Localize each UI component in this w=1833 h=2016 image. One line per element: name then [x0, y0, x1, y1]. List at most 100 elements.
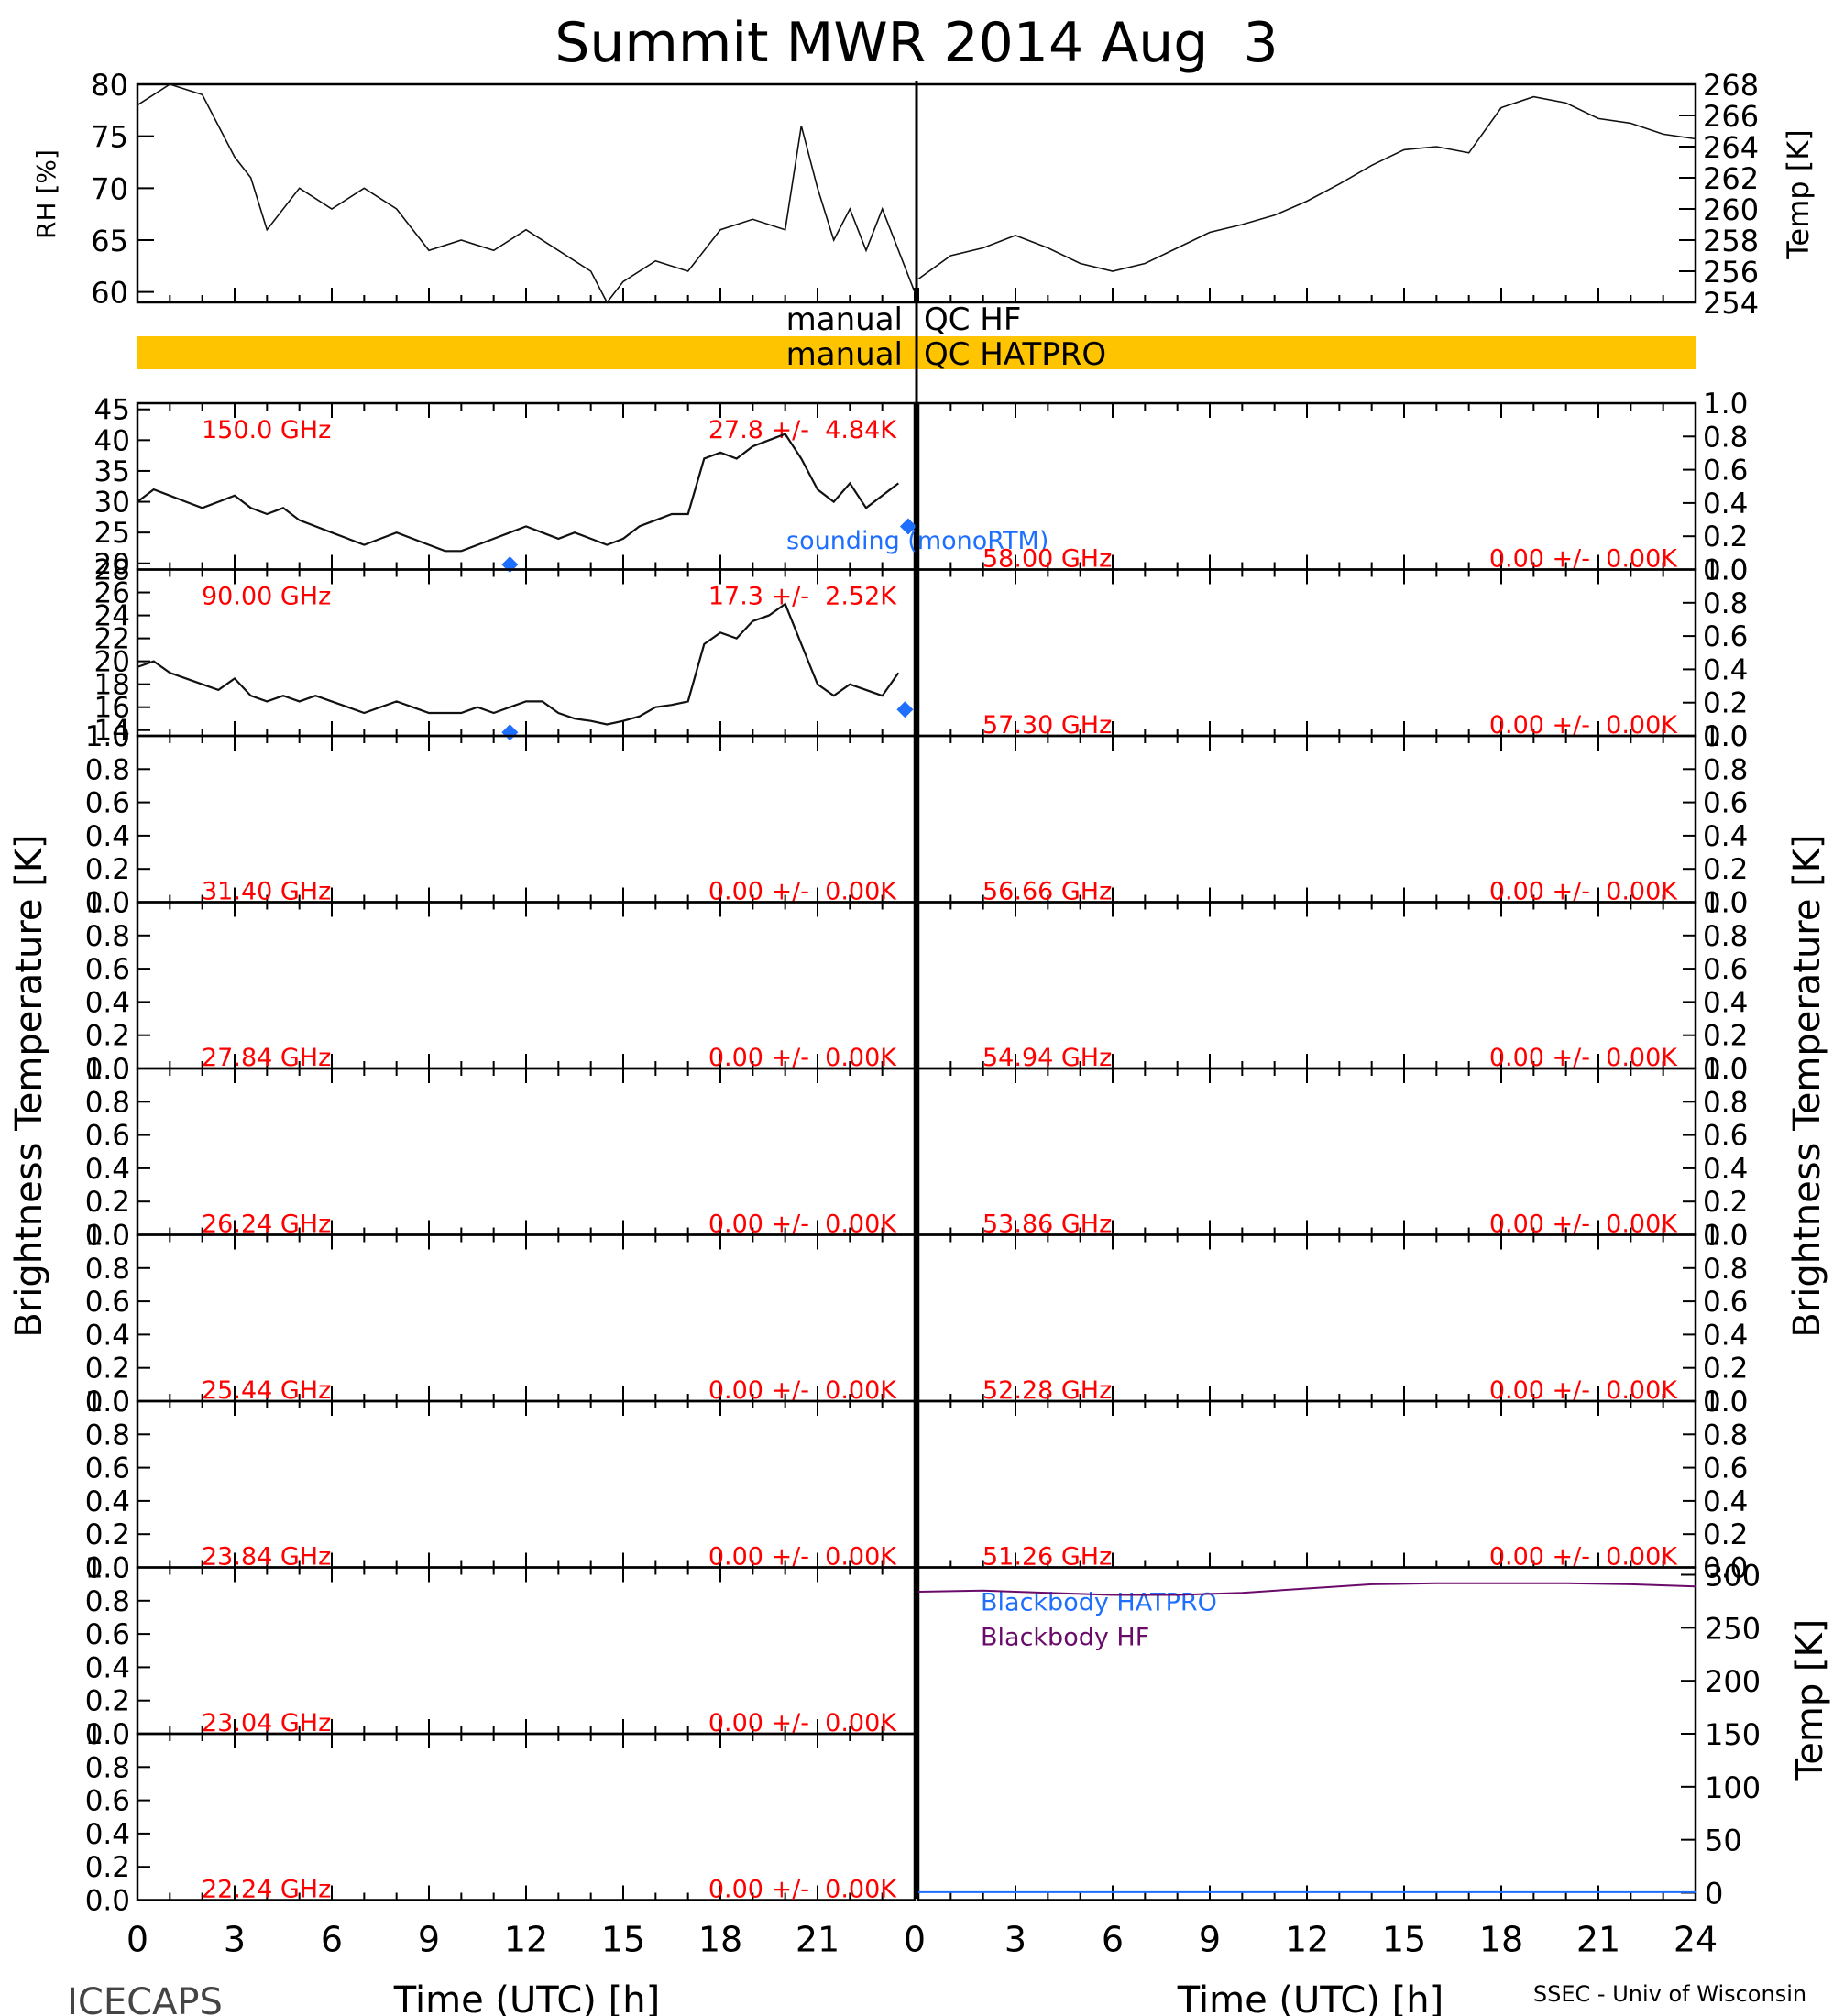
right-y-tick-label: 1.0 — [1703, 1386, 1748, 1419]
left-y-tick-label: 20 — [94, 548, 130, 581]
x-axis-label-right: Time (UTC) [h] — [1177, 1979, 1443, 2016]
x-tick-label-right: 24 — [1674, 1920, 1718, 1960]
left-y-tick-label: 0.6 — [85, 1785, 130, 1818]
right-y-tick-label: 0.8 — [1703, 920, 1748, 953]
left-y-tick-label: 0.8 — [85, 1751, 130, 1784]
left-y-tick-label: 0.0 — [85, 887, 130, 920]
right-y-tick-label: 0.8 — [1703, 421, 1748, 454]
left-y-tick-label: 45 — [94, 394, 130, 427]
right-y-tick-label: 1.0 — [1703, 1053, 1748, 1086]
right-y-tick-label: 0.2 — [1703, 1186, 1748, 1219]
left-y-tick-label: 26 — [94, 577, 130, 610]
right-y-tick-label: 0.6 — [1703, 620, 1748, 653]
left-y-tick-label: 0.2 — [85, 1685, 130, 1718]
left-channel-frequency: 150.0 GHz — [202, 416, 331, 444]
left-y-tick-label: 0.0 — [85, 1053, 130, 1086]
top-temp-axis-label: Temp [K] — [1781, 129, 1816, 259]
left-y-tick-label: 20 — [94, 646, 130, 679]
rh-tick-label: 65 — [91, 224, 128, 258]
right-y-tick-label: 0.4 — [1703, 1485, 1748, 1518]
right-y-tick-label: 0.2 — [1703, 1020, 1748, 1053]
footer-right-label: SSEC - Univ of Wisconsin — [1533, 1981, 1806, 2007]
temp-tick-label: 262 — [1703, 161, 1759, 196]
left-y-tick-label: 22 — [94, 623, 130, 656]
sounding-marker — [501, 724, 519, 741]
x-tick-label-right: 18 — [1479, 1920, 1523, 1960]
x-tick-label-right: 15 — [1382, 1920, 1426, 1960]
left-y-tick-label: 0.0 — [85, 1552, 130, 1585]
figure-title: Summit MWR 2014 Aug 3 — [554, 11, 1278, 75]
rh-tick-label: 80 — [91, 68, 128, 103]
left-y-tick-label: 0.6 — [85, 1120, 130, 1153]
rh-tick-label: 75 — [91, 120, 128, 155]
right-y-tick-label: 0.4 — [1703, 986, 1748, 1019]
blackbody-panel: 0 50 100 150 200 250 300 Blackbody HATPRO Blackb… — [916, 1559, 1761, 1912]
left-y-tick-label: 14 — [94, 715, 130, 748]
left-channel-frequency: 22.24 GHz — [202, 1876, 331, 1904]
left-y-tick-label: 0.4 — [85, 1818, 130, 1851]
left-y-tick-label: 0.4 — [85, 820, 130, 853]
right-y-tick-label: 0.6 — [1703, 1452, 1748, 1485]
right-y-tick-label: 0.6 — [1703, 1120, 1748, 1153]
right-y-tick-label: 0.4 — [1703, 1153, 1748, 1186]
right-y-tick-label: 0.0 — [1703, 887, 1748, 920]
blackbody-y-tick-label: 300 — [1705, 1559, 1761, 1594]
left-y-tick-label: 35 — [94, 455, 130, 488]
left-y-tick-label: 1.0 — [85, 1552, 130, 1585]
right-y-tick-label: 0.8 — [1703, 753, 1748, 786]
right-y-tick-label: 0.0 — [1703, 1220, 1748, 1253]
qc-label-right: QC HATPRO — [924, 336, 1106, 373]
left-y-tick-label: 0.2 — [85, 1851, 130, 1884]
left-y-tick-label: 0.8 — [85, 753, 130, 786]
right-y-tick-label: 0.2 — [1703, 687, 1748, 720]
right-y-tick-label: 0.2 — [1703, 853, 1748, 886]
left-y-tick-label: 0.4 — [85, 986, 130, 1019]
left-y-tick-label: 0.0 — [85, 1220, 130, 1253]
y-axis-label-left: Brightness Temperature [K] — [8, 834, 50, 1337]
left-y-tick-label: 0.6 — [85, 953, 130, 986]
left-y-tick-label: 40 — [94, 424, 130, 457]
right-y-tick-label: 0.0 — [1703, 1386, 1748, 1419]
left-y-tick-label: 0.4 — [85, 1153, 130, 1186]
x-tick-label-left: 3 — [224, 1920, 246, 1960]
right-y-tick-label: 1.0 — [1703, 388, 1748, 421]
rh-series-line — [137, 83, 916, 304]
x-axis-label-left: Time (UTC) [h] — [393, 1979, 660, 2016]
left-y-tick-label: 1.0 — [85, 720, 130, 753]
right-y-tick-label: 0.2 — [1703, 1518, 1748, 1551]
right-y-tick-label: 0.4 — [1703, 1319, 1748, 1352]
x-tick-label-right: 21 — [1576, 1920, 1620, 1960]
left-channel-stats: 17.3 +/- 2.52K — [708, 583, 897, 611]
right-y-tick-label: 0.6 — [1703, 787, 1748, 820]
x-tick-label-left: 9 — [418, 1920, 440, 1960]
left-y-tick-label: 16 — [94, 692, 130, 725]
blackbody-y-tick-label: 200 — [1705, 1664, 1761, 1699]
right-y-tick-label: 0.8 — [1703, 1419, 1748, 1452]
left-y-tick-label: 0.8 — [85, 1086, 130, 1119]
left-y-tick-label: 0.8 — [85, 1253, 130, 1286]
x-tick-label-right: 3 — [1004, 1920, 1026, 1960]
temp-tick-label: 268 — [1703, 68, 1759, 103]
x-tick-label-left: 21 — [796, 1920, 840, 1960]
right-y-tick-label: 0.0 — [1703, 1552, 1748, 1585]
right-y-tick-label: 0.0 — [1703, 1053, 1748, 1086]
left-y-tick-label: 0.6 — [85, 787, 130, 820]
left-y-tick-label: 0.2 — [85, 1353, 130, 1386]
left-y-tick-label: 0.6 — [85, 1286, 130, 1319]
left-y-tick-label: 1.0 — [85, 1220, 130, 1253]
x-tick-label-left: 0 — [904, 1920, 926, 1960]
blackbody-temp-axis-label: Temp [K] — [1789, 1619, 1831, 1782]
right-y-tick-label: 1.0 — [1703, 1220, 1748, 1253]
rh-tick-label: 60 — [91, 276, 128, 311]
right-y-tick-label: 0.8 — [1703, 587, 1748, 620]
x-tick-label-left: 15 — [601, 1920, 645, 1960]
right-y-tick-label: 0.0 — [1703, 720, 1748, 753]
x-tick-label-right: 12 — [1285, 1920, 1329, 1960]
right-y-tick-label: 0.2 — [1703, 1353, 1748, 1386]
left-channel-stats: 0.00 +/- 0.00K — [708, 1876, 897, 1904]
right-y-tick-label: 1.0 — [1703, 887, 1748, 920]
right-y-tick-label: 0.4 — [1703, 653, 1748, 686]
left-y-tick-label: 0.8 — [85, 1585, 130, 1618]
sounding-marker — [896, 701, 914, 718]
left-y-tick-label: 18 — [94, 669, 130, 702]
